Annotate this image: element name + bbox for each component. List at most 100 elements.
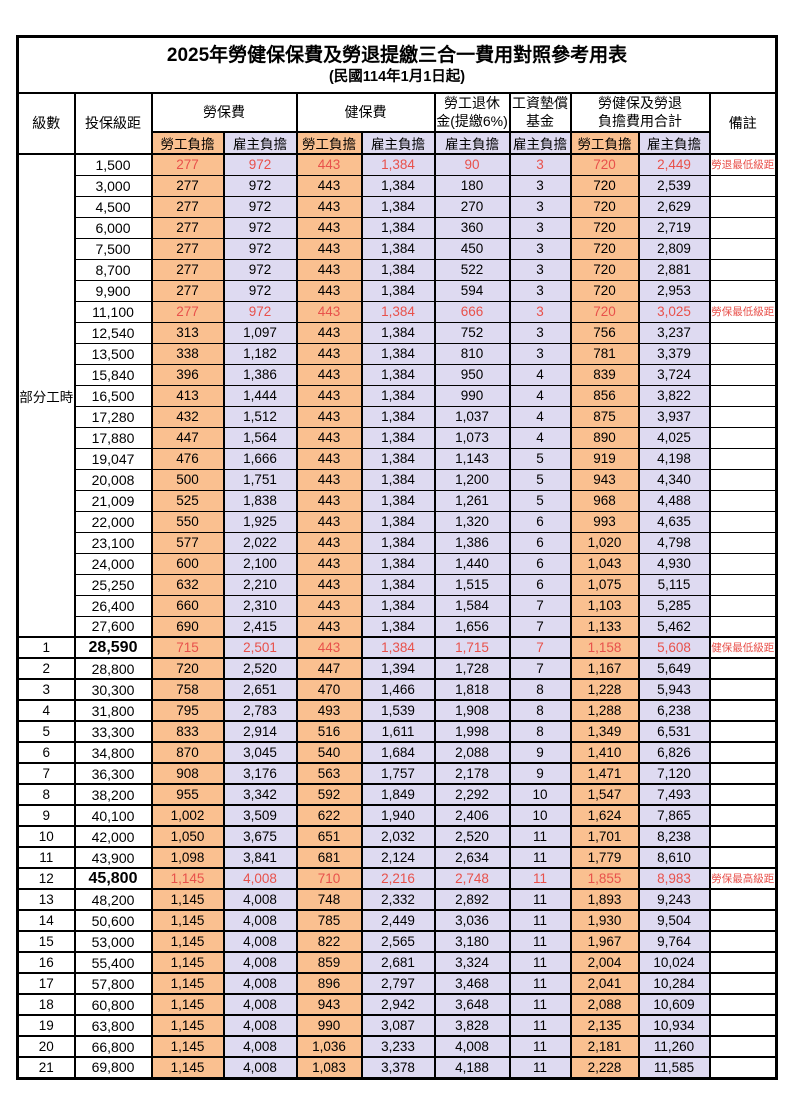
cell-level: 21 [16, 1056, 76, 1080]
cell-pension-employer: 360 [433, 216, 511, 239]
cell-fund-employer: 11 [508, 825, 572, 849]
cell-health-employee: 1,083 [295, 1056, 363, 1080]
cell-fund-employer: 5 [508, 447, 572, 470]
cell-remark [708, 342, 778, 365]
cell-labor-employee: 577 [150, 531, 225, 554]
cell-total-employer: 3,724 [637, 363, 711, 386]
cell-health-employer: 1,384 [360, 636, 436, 660]
col-header-remark: 備註 [708, 92, 778, 156]
cell-health-employer: 1,384 [360, 489, 436, 512]
cell-total-employer: 2,881 [637, 258, 711, 281]
cell-health-employee: 540 [295, 741, 363, 765]
cell-labor-employee: 690 [150, 615, 225, 638]
cell-bracket: 20,008 [73, 468, 153, 491]
cell-fund-employer: 11 [508, 888, 572, 912]
subheader-health-employee: 勞工負擔 [295, 131, 363, 156]
cell-pension-employer: 810 [433, 342, 511, 365]
col-header-total: 勞健保及勞退 負擔費用合計 [569, 92, 711, 134]
cell-labor-employer: 1,182 [222, 342, 298, 365]
cell-labor-employee: 600 [150, 552, 225, 575]
cell-labor-employer: 3,045 [222, 741, 298, 765]
cell-health-employer: 1,384 [360, 300, 436, 323]
cell-labor-employer: 972 [222, 153, 298, 176]
col-header-bracket: 投保級距 [73, 92, 153, 156]
cell-total-employee: 1,228 [569, 678, 640, 702]
cell-health-employer: 1,757 [360, 762, 436, 786]
cell-health-employee: 443 [295, 300, 363, 323]
cell-total-employee: 720 [569, 258, 640, 281]
cell-labor-employer: 4,008 [222, 1035, 298, 1059]
cell-remark [708, 741, 778, 765]
cell-total-employee: 943 [569, 468, 640, 491]
cell-total-employer: 6,238 [637, 699, 711, 723]
cell-pension-employer: 990 [433, 384, 511, 407]
cell-pension-employer: 450 [433, 237, 511, 260]
cell-labor-employee: 277 [150, 195, 225, 218]
cell-pension-employer: 1,440 [433, 552, 511, 575]
cell-fund-employer: 4 [508, 384, 572, 407]
cell-bracket: 24,000 [73, 552, 153, 575]
cell-labor-employee: 277 [150, 153, 225, 176]
table-row: 23,100 577 2,022 443 1,384 1,386 6 1,020 4,798 [18, 531, 778, 554]
cell-total-employee: 1,893 [569, 888, 640, 912]
cell-health-employee: 443 [295, 153, 363, 176]
table-row: 17,880 447 1,564 443 1,384 1,073 4 890 4,025 [18, 426, 778, 449]
cell-health-employer: 1,384 [360, 321, 436, 344]
table-row: 24,000 600 2,100 443 1,384 1,440 6 1,043 4,930 [18, 552, 778, 575]
cell-bracket: 55,400 [73, 951, 153, 975]
cell-pension-employer: 3,324 [433, 951, 511, 975]
cell-pension-employer: 3,468 [433, 972, 511, 996]
cell-health-employee: 443 [295, 279, 363, 302]
cell-pension-employer: 1,515 [433, 573, 511, 596]
cell-labor-employer: 2,501 [222, 636, 298, 660]
cell-health-employer: 1,384 [360, 594, 436, 617]
cell-health-employer: 3,233 [360, 1035, 436, 1059]
cell-pension-employer: 3,036 [433, 909, 511, 933]
cell-level: 6 [16, 741, 76, 765]
cell-health-employee: 748 [295, 888, 363, 912]
cell-pension-employer: 180 [433, 174, 511, 197]
cell-pension-employer: 2,892 [433, 888, 511, 912]
cell-bracket: 4,500 [73, 195, 153, 218]
cell-pension-employer: 2,748 [433, 867, 511, 891]
cell-labor-employer: 4,008 [222, 909, 298, 933]
cell-bracket: 28,800 [73, 657, 153, 681]
cell-bracket: 16,500 [73, 384, 153, 407]
cell-health-employer: 2,216 [360, 867, 436, 891]
table-row: 8 38,200 955 3,342 592 1,849 2,292 10 1,547 7,493 [16, 783, 778, 807]
cell-total-employee: 890 [569, 426, 640, 449]
cell-health-employee: 443 [295, 573, 363, 596]
cell-total-employer: 2,809 [637, 237, 711, 260]
table-row: 19,047 476 1,666 443 1,384 1,143 5 919 4,198 [18, 447, 778, 470]
cell-labor-employer: 2,651 [222, 678, 298, 702]
cell-bracket: 69,800 [73, 1056, 153, 1080]
cell-bracket: 25,250 [73, 573, 153, 596]
table-row: 17,280 432 1,512 443 1,384 1,037 4 875 3,937 [18, 405, 778, 428]
cell-bracket: 45,800 [73, 867, 153, 891]
cell-fund-employer: 3 [508, 300, 572, 323]
cell-pension-employer: 2,178 [433, 762, 511, 786]
cell-remark [708, 195, 778, 218]
cell-labor-employee: 277 [150, 279, 225, 302]
cell-total-employee: 720 [569, 279, 640, 302]
cell-health-employee: 1,036 [295, 1035, 363, 1059]
cell-bracket: 3,000 [73, 174, 153, 197]
cell-labor-employer: 2,520 [222, 657, 298, 681]
cell-remark [708, 279, 778, 302]
cell-fund-employer: 3 [508, 279, 572, 302]
cell-bracket: 28,590 [73, 636, 153, 660]
cell-total-employer: 4,488 [637, 489, 711, 512]
cell-level: 17 [16, 972, 76, 996]
cell-remark [708, 573, 778, 596]
cell-remark: 勞退最低級距 [708, 153, 778, 176]
cell-fund-employer: 7 [508, 594, 572, 617]
cell-health-employer: 1,384 [360, 363, 436, 386]
fee-table-body: 部分工時 1,500 277 972 443 1,384 90 3 720 2,449 勞退最低級距… [16, 153, 778, 1080]
cell-health-employee: 651 [295, 825, 363, 849]
cell-remark [708, 1056, 778, 1080]
subheader-labor-employer: 雇主負擔 [222, 131, 298, 156]
cell-health-employer: 1,384 [360, 153, 436, 176]
cell-labor-employee: 277 [150, 258, 225, 281]
cell-fund-employer: 10 [508, 804, 572, 828]
cell-total-employee: 1,103 [569, 594, 640, 617]
